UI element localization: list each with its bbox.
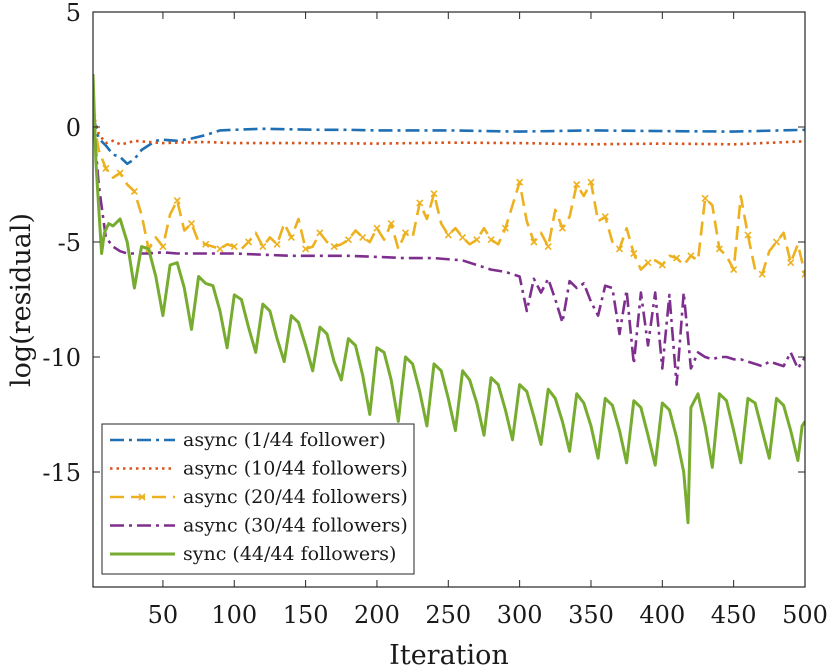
series-marker-3 [473,236,481,244]
series-marker-3 [202,240,210,248]
legend-label-2: async (10/44 followers) [183,458,408,480]
series-marker-3 [487,236,495,244]
series-marker-3 [216,245,224,253]
series-marker-3 [530,238,538,246]
series-marker-3 [544,243,552,251]
x-axis-label: Iteration [389,640,509,669]
series-marker-3 [673,254,681,262]
series-marker-3 [558,224,567,232]
series-line-1 [93,115,805,166]
x-tick-label: 350 [568,601,614,629]
series-marker-3 [273,240,281,248]
x-tick-label: 450 [711,601,757,629]
series-marker-3 [758,270,766,278]
series-marker-3 [787,259,795,267]
legend-label-5: sync (44/44 followers) [183,543,396,565]
series-marker-3 [701,194,709,202]
plot-area-frame [92,11,806,588]
legend-marker [138,493,146,501]
series-marker-3 [630,249,638,258]
series-line-4 [93,115,805,386]
series-marker-3 [658,261,666,269]
y-tick-label: 5 [66,0,81,27]
series-marker-3 [373,224,381,232]
series-marker-3 [401,229,410,237]
x-tick-label: 200 [354,601,400,629]
series-marker-3 [330,243,338,251]
x-tick-label: 50 [148,601,179,629]
series-line-3 [93,117,805,276]
series-marker-3 [772,238,781,246]
series-marker-3 [687,252,695,260]
series-marker-3 [430,190,438,198]
series-marker-3 [715,245,723,253]
legend-label-1: async (1/44 follower) [183,429,386,451]
series-marker-3 [102,164,110,172]
series-marker-3 [444,231,452,239]
series-marker-3 [130,187,138,195]
series-marker-3 [644,259,652,267]
series-marker-3 [587,178,595,186]
y-tick-label: -5 [58,229,81,257]
y-tick-label: -15 [42,459,81,487]
series-marker-3 [744,231,752,239]
series-marker-3 [302,245,310,253]
series-marker-3 [501,224,509,232]
series-marker-3 [615,245,624,253]
y-axis-label: log(residual) [6,213,37,387]
legend: async (1/44 follower) async (10/44 follow… [101,423,415,575]
series-marker-3 [516,178,524,186]
series-marker-3 [230,243,238,251]
series-marker-3 [730,266,738,274]
legend-box [101,423,415,575]
y-tick-label: 0 [66,114,81,142]
series-marker-3 [173,197,181,205]
series-marker-3 [187,220,196,228]
series-line-5 [93,74,805,525]
series-marker-3 [573,180,581,189]
x-tick-label: 500 [782,601,828,629]
legend-label-3: async (20/44 followers) [183,486,408,508]
series-marker-3 [287,233,295,241]
series-marker-3 [159,243,167,251]
series-marker-3 [601,213,609,221]
series-marker-3 [801,270,805,278]
x-tick-label: 150 [283,601,329,629]
series-layer [93,74,805,525]
series-marker-3 [359,233,367,241]
y-tick-label: -10 [42,344,81,372]
series-marker-3 [316,229,324,237]
legend-label-4: async (30/44 followers) [183,515,408,537]
x-tick-label: 100 [211,601,257,629]
series-marker-3 [387,220,395,228]
x-tick-label: 250 [425,601,471,629]
x-tick-label: 300 [497,601,543,629]
series-marker-3 [344,236,352,244]
series-marker-3 [259,243,267,251]
series-marker-3 [116,169,124,177]
x-tick-label: 400 [639,601,685,629]
series-marker-3 [244,238,253,246]
series-marker-3 [416,199,424,207]
series-line-2 [93,112,805,146]
series-marker-3 [458,233,467,241]
